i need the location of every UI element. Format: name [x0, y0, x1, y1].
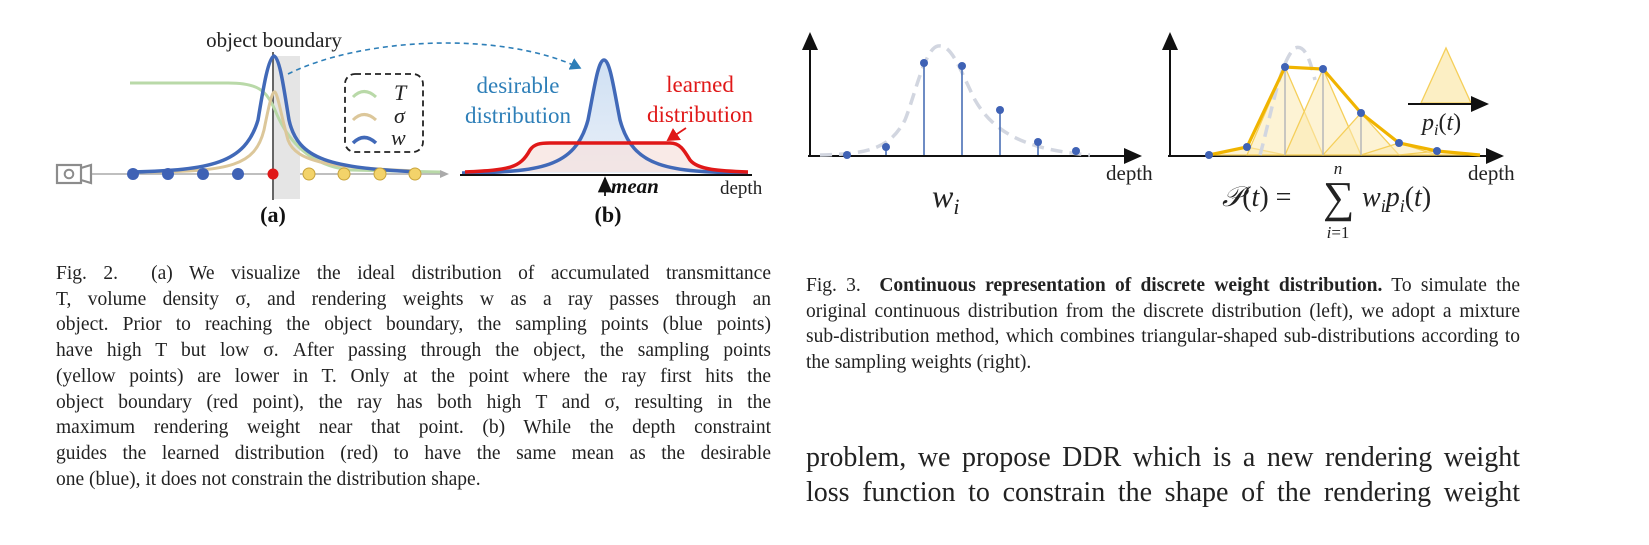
weight-points: [843, 59, 1080, 159]
mixture-point: [1395, 139, 1403, 147]
weight-point: [958, 62, 966, 70]
mixture-point: [1357, 109, 1365, 117]
dashed-arrow: [287, 42, 582, 75]
weight-point: [1072, 147, 1080, 155]
sample-point: [373, 167, 387, 181]
weight-point: [843, 151, 851, 159]
fig2-caption-line-1: Fig. 2. (a) We visualize the ideal distr…: [56, 263, 771, 284]
learned-distribution-fill: [465, 143, 748, 172]
sample-point: [232, 168, 244, 180]
fig2-caption-line-9: one (blue), it does not constrain the di…: [56, 468, 481, 490]
fig2-caption-line-5: (yellow points) are lower in T. Only at …: [56, 365, 771, 387]
pi-label: pi(t): [1420, 110, 1461, 139]
red-boundary-point: [267, 168, 279, 180]
formula-upper: n: [1334, 159, 1343, 178]
wi-label: wi: [932, 178, 959, 219]
sample-point: [337, 167, 351, 181]
continuous-curve-dashed: [819, 44, 1091, 157]
desirable-label-2: distribution: [465, 103, 572, 128]
panel-b-label: (b): [595, 202, 622, 227]
body-line-2: loss function to constrain the shape of …: [806, 477, 1520, 508]
mixture-point: [1281, 63, 1289, 71]
fig2-caption-line-4: have high T but low σ. After passing thr…: [56, 340, 771, 362]
blue-sample-points: [127, 168, 244, 180]
fig3-caption: Fig. 3. Continuous representation of dis…: [806, 273, 1520, 376]
panel-a-label: (a): [260, 202, 286, 227]
sample-point: [162, 168, 174, 180]
fig3-right-plot: pi(t) depth 𝒫(t) = ∑ n i=1 wipi(t): [1162, 32, 1515, 242]
mixture-envelope: [1208, 65, 1481, 157]
density-curve: [149, 90, 421, 174]
mixture-point: [1243, 143, 1251, 151]
right-depth-label: depth: [1468, 161, 1515, 185]
fig3-left-plot: depth wi: [802, 32, 1153, 219]
legend: T σ w: [344, 73, 424, 153]
fig2-caption-line-7: maximum rendering weight near that point…: [56, 417, 771, 439]
mean-label: mean: [611, 174, 659, 198]
body-paragraph: problem, we propose DDR which is a new r…: [806, 440, 1520, 510]
left-depth-label: depth: [1106, 161, 1153, 185]
fig2-caption-line-3: object. Prior to reaching the object bou…: [56, 314, 771, 336]
formula-lower: i=1: [1327, 223, 1350, 242]
desirable-distribution-curve: [461, 58, 749, 175]
fig3-caption-bold: Continuous representation of discrete we…: [879, 275, 1383, 296]
sample-point: [197, 168, 209, 180]
svg-text:𝒫(t) =: 𝒫(t) =: [1222, 182, 1291, 213]
sample-point: [127, 168, 139, 180]
mixture-point: [1433, 147, 1441, 155]
yellow-sample-points: [302, 167, 422, 181]
panel-b: mean depth desirable distribution learne…: [460, 58, 763, 199]
camera-icon: [55, 163, 93, 185]
weight-point: [996, 106, 1004, 114]
inset-triangle: pi(t): [1408, 46, 1489, 139]
learned-pointer-arrow: [666, 127, 687, 141]
weight-point: [1034, 138, 1042, 146]
weight-point: [920, 59, 928, 67]
weight-stems: [885, 63, 1077, 155]
desirable-label-1: desirable: [476, 73, 559, 98]
mixture-formula: 𝒫(t) = ∑ n i=1 wipi(t): [1222, 159, 1431, 242]
legend-T: T: [394, 80, 408, 105]
fig2-diagram: object boundary T σ w mean depth desirab…: [55, 28, 763, 227]
legend-w: w: [391, 125, 406, 150]
continuous-curve-dashed-right: [1258, 45, 1317, 156]
desirable-distribution-fill: [462, 60, 748, 173]
body-line-1: problem, we propose DDR which is a new r…: [806, 442, 1520, 473]
boundary-band: [274, 56, 300, 199]
sample-point: [302, 167, 316, 181]
learned-distribution-curve: [464, 141, 749, 174]
mixture-points: [1205, 63, 1441, 159]
fig3-diagram: depth wi: [802, 32, 1515, 242]
learned-label-2: distribution: [647, 102, 754, 127]
fig2-caption-line-6: object boundary (red point), the ray has…: [56, 391, 771, 413]
fig2-caption: Fig. 2. (a) We visualize the ideal distr…: [56, 261, 771, 492]
fig2-caption-line-2: T, volume density σ, and rendering weigh…: [56, 288, 771, 310]
sample-point: [408, 167, 422, 181]
fig3-caption-prefix: Fig. 3.: [806, 275, 861, 296]
weight-point: [882, 143, 890, 151]
mixture-point: [1205, 151, 1213, 159]
weight-curve: [131, 54, 421, 174]
object-boundary-label: object boundary: [206, 28, 342, 52]
mixture-point: [1319, 65, 1327, 73]
svg-text:∑: ∑: [1323, 173, 1354, 222]
panel-b-depth-label: depth: [720, 178, 763, 199]
fig2-caption-line-8: guides the learned distribution (red) to…: [56, 442, 771, 464]
fig3-caption-rest: To simulate the original continuous dist…: [806, 275, 1520, 374]
legend-sigma: σ: [394, 103, 406, 128]
learned-label-1: learned: [666, 72, 734, 97]
svg-text:wipi(t): wipi(t): [1362, 182, 1431, 216]
fig2-caption-prefix: Fig. 2.: [56, 263, 119, 284]
